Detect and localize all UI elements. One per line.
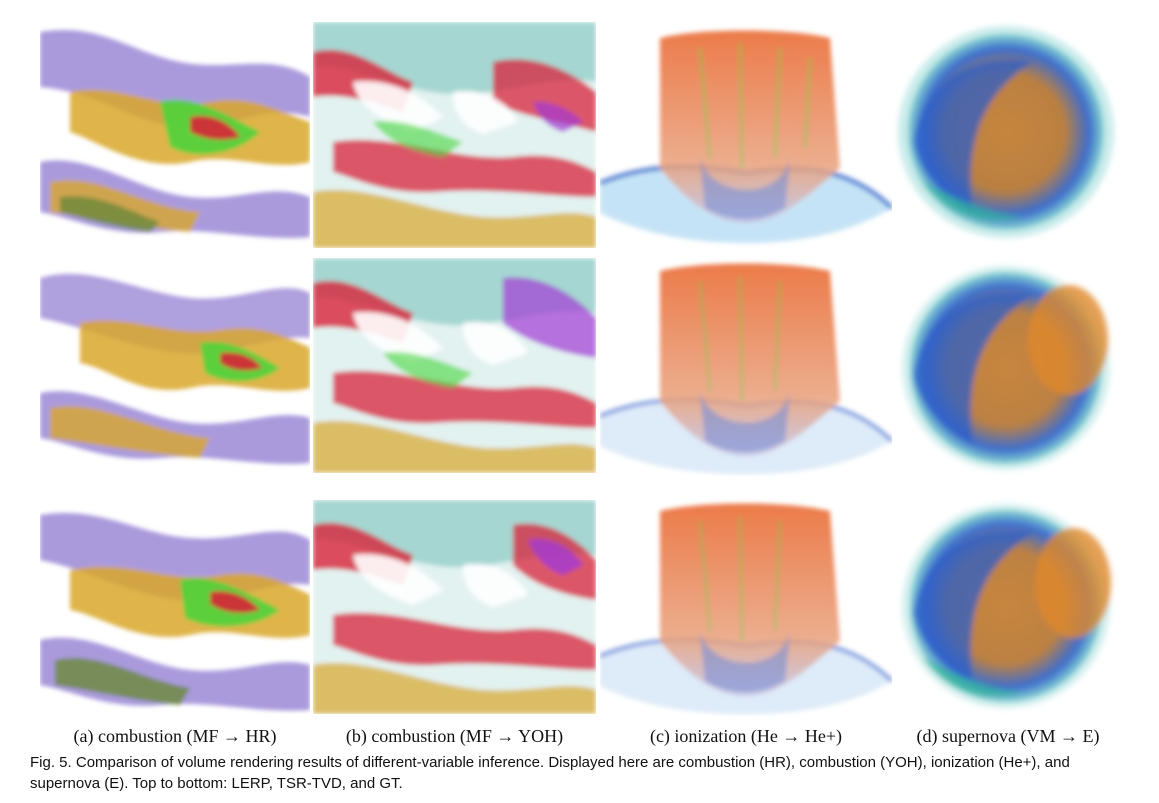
panel-d-row3 xyxy=(893,498,1123,714)
panel-a-row2 xyxy=(40,258,310,473)
panel-d-row2 xyxy=(893,260,1123,476)
panel-a-row1 xyxy=(40,22,310,248)
panel-a-row3 xyxy=(40,500,310,714)
panel-c-row2 xyxy=(600,256,892,478)
label-a: (a) combustion (MF → HR) xyxy=(73,726,277,746)
panel-c-row1 xyxy=(600,18,892,248)
combustion-hr-render-gt xyxy=(40,512,310,711)
combustion-hr-render-tsr-tvd xyxy=(40,273,310,465)
caption-text: Comparison of volume rendering results o… xyxy=(30,754,1070,792)
panel-d-row1 xyxy=(893,22,1123,242)
combustion-yoh-render-lerp xyxy=(313,22,596,248)
caption-prefix: Fig. 5. xyxy=(30,754,72,771)
combustion-hr-render-lerp xyxy=(40,29,310,239)
panel-c-row3 xyxy=(600,496,892,718)
label-c: (c) ionization (He → He+) xyxy=(649,726,843,746)
panel-b-row3 xyxy=(313,500,596,714)
supernova-render-tsr-tvd xyxy=(902,266,1110,470)
ionization-render-gt xyxy=(600,503,892,714)
ionization-render-lerp xyxy=(600,30,892,243)
label-d: (d) supernova (VM → E) xyxy=(916,726,1100,746)
supernova-render-lerp xyxy=(898,26,1114,238)
figure-caption: Fig. 5. Comparison of volume rendering r… xyxy=(30,752,1140,794)
combustion-yoh-render-gt xyxy=(313,500,596,714)
supernova-render-gt xyxy=(902,504,1111,708)
panel-b-row1 xyxy=(313,22,596,248)
panel-b-row2 xyxy=(313,258,596,473)
ionization-render-tsr-tvd xyxy=(600,263,892,474)
combustion-yoh-render-tsr-tvd xyxy=(313,258,596,473)
label-b: (b) combustion (MF → YOH) xyxy=(345,726,564,746)
